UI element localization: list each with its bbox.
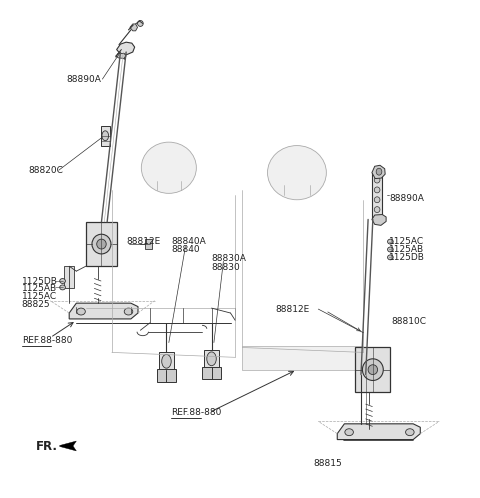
Text: REF.88-880: REF.88-880 (22, 336, 72, 345)
Ellipse shape (406, 429, 414, 436)
Text: 88830: 88830 (212, 263, 240, 272)
Text: 88890A: 88890A (389, 194, 424, 203)
Polygon shape (116, 53, 126, 58)
Polygon shape (372, 165, 385, 179)
Polygon shape (117, 42, 135, 54)
Polygon shape (372, 215, 386, 226)
Text: REF.88-880: REF.88-880 (171, 408, 222, 417)
Bar (157, 369, 176, 382)
Text: 88812E: 88812E (126, 237, 160, 246)
Ellipse shape (60, 285, 65, 290)
Ellipse shape (124, 308, 133, 315)
Polygon shape (60, 441, 76, 451)
Ellipse shape (345, 429, 353, 436)
Ellipse shape (162, 355, 171, 368)
Text: 88810C: 88810C (392, 317, 427, 326)
Text: 1125DB: 1125DB (22, 276, 58, 285)
Ellipse shape (77, 308, 85, 315)
Ellipse shape (374, 197, 380, 203)
Ellipse shape (374, 187, 380, 193)
Text: 88825: 88825 (22, 300, 50, 309)
Text: 1125AC: 1125AC (389, 237, 425, 246)
Ellipse shape (137, 20, 143, 26)
Text: 1125AB: 1125AB (389, 245, 425, 254)
Ellipse shape (362, 359, 384, 380)
Text: 1125AB: 1125AB (22, 284, 57, 293)
Ellipse shape (387, 247, 393, 252)
Bar (202, 367, 221, 379)
Ellipse shape (92, 234, 111, 254)
Bar (101, 126, 109, 145)
Ellipse shape (374, 207, 380, 213)
Ellipse shape (96, 239, 106, 249)
Bar (159, 353, 174, 370)
Ellipse shape (207, 352, 216, 366)
Bar (64, 266, 74, 288)
Bar (372, 173, 383, 220)
Bar (145, 239, 152, 249)
Text: 88890A: 88890A (67, 75, 102, 84)
Ellipse shape (60, 278, 65, 283)
Text: 88840A: 88840A (171, 237, 206, 246)
Text: 88840: 88840 (171, 246, 200, 254)
Bar (86, 222, 117, 266)
Text: 1125AC: 1125AC (22, 292, 57, 301)
Ellipse shape (387, 239, 393, 244)
Text: 88820C: 88820C (29, 166, 64, 175)
Bar (242, 346, 363, 370)
Ellipse shape (102, 131, 108, 140)
Text: 88812E: 88812E (276, 305, 310, 314)
Ellipse shape (368, 365, 378, 374)
Ellipse shape (267, 145, 326, 200)
Bar (204, 350, 219, 367)
Text: 1125DB: 1125DB (389, 253, 425, 262)
Ellipse shape (376, 168, 382, 175)
Polygon shape (130, 24, 137, 31)
Ellipse shape (141, 142, 196, 193)
Bar (355, 348, 390, 392)
Text: 88830A: 88830A (212, 254, 246, 263)
Polygon shape (69, 303, 138, 319)
Text: FR.: FR. (36, 440, 58, 454)
Ellipse shape (387, 255, 393, 260)
Text: 88815: 88815 (313, 459, 342, 468)
Ellipse shape (374, 177, 380, 183)
Polygon shape (337, 424, 420, 440)
